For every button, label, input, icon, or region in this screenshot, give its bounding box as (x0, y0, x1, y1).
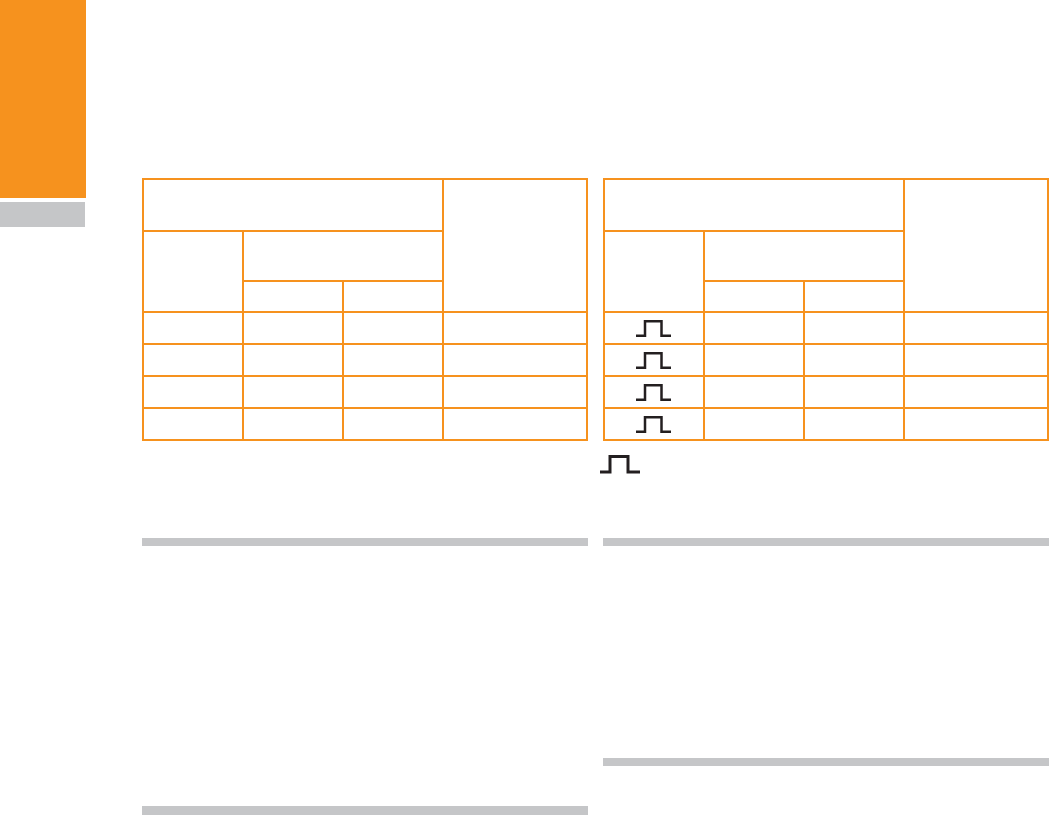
table-cell (703, 375, 805, 409)
table-row (603, 407, 1049, 441)
table-cell (903, 375, 1049, 409)
left-spec-table (141, 178, 589, 441)
section-divider (603, 538, 1049, 546)
table-cell (242, 311, 344, 345)
header-span-cell (702, 230, 906, 282)
section-divider (603, 758, 1049, 766)
header-sub-cell-1 (242, 280, 344, 313)
header-top-merged-cell (141, 178, 445, 232)
table-row (142, 343, 589, 377)
table-cell (802, 375, 906, 409)
table-cell (703, 407, 805, 441)
section-divider (142, 538, 588, 546)
square-pulse-icon (636, 415, 671, 433)
square-pulse-icon (636, 319, 671, 337)
table-cell (802, 343, 906, 377)
chapter-tab-gray-marker (0, 202, 85, 227)
table-cell (703, 343, 805, 377)
table-header-row (602, 178, 1049, 313)
table-cell (442, 375, 589, 409)
right-spec-table (602, 178, 1049, 441)
header-top-merged-cell (602, 178, 906, 232)
table-row (142, 375, 589, 409)
table-row (603, 311, 1049, 345)
table-cell (903, 407, 1049, 441)
table-cell (703, 311, 805, 345)
table-cell-with-icon (603, 375, 705, 409)
table-row (142, 407, 589, 441)
table-cell (442, 407, 589, 441)
table-header-row (141, 178, 589, 313)
table-cell-with-icon (603, 343, 705, 377)
header-sub-cell-2 (802, 280, 906, 313)
square-pulse-icon (636, 383, 671, 401)
square-pulse-icon (636, 351, 671, 369)
section-divider (142, 806, 588, 815)
table-row (603, 343, 1049, 377)
chapter-tab-marker (0, 0, 86, 198)
table-cell (242, 343, 344, 377)
table-cell (802, 407, 906, 441)
table-cell-with-icon (603, 311, 705, 345)
header-right-tall-cell (442, 178, 589, 313)
table-row (142, 311, 589, 345)
table-header-row (142, 230, 587, 313)
table-row (603, 375, 1049, 409)
header-first-column-cell (603, 230, 705, 313)
table-header-row (143, 280, 587, 313)
header-sub-cell-2 (341, 280, 445, 313)
header-sub-cell-1 (703, 280, 805, 313)
header-first-column-cell (142, 230, 244, 313)
table-cell (341, 311, 445, 345)
table-header-row (604, 280, 1048, 313)
table-cell (903, 343, 1049, 377)
header-right-tall-cell (903, 178, 1049, 313)
table-cell (341, 407, 445, 441)
table-cell-with-icon (603, 407, 705, 441)
square-pulse-icon (600, 455, 640, 474)
table-cell (442, 311, 589, 345)
table-cell (341, 343, 445, 377)
table-cell (341, 375, 445, 409)
table-cell (142, 311, 244, 345)
table-header-row (603, 230, 1048, 313)
table-cell (142, 407, 244, 441)
table-cell (903, 311, 1049, 345)
table-cell (442, 343, 589, 377)
table-cell (242, 407, 344, 441)
table-cell (142, 343, 244, 377)
table-cell (242, 375, 344, 409)
table-cell (802, 311, 906, 345)
table-cell (142, 375, 244, 409)
header-span-cell (241, 230, 445, 282)
